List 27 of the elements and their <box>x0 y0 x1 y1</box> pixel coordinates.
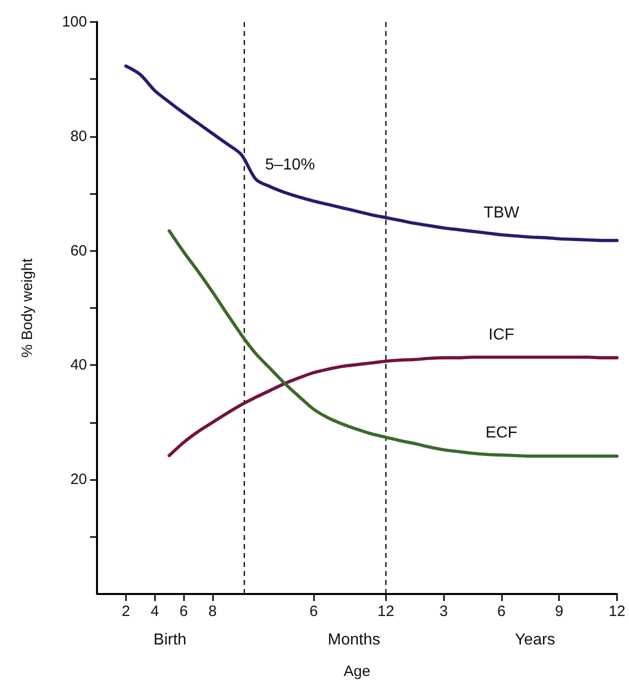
annotation: 5–10% <box>265 156 315 174</box>
line-series <box>124 64 619 242</box>
x-tick-label: 2 <box>122 603 130 620</box>
text: Years <box>514 632 556 648</box>
x-tick-label: 9 <box>555 603 564 620</box>
y-tick-label: 60 <box>70 242 87 260</box>
text: Birth <box>154 632 186 648</box>
series-label: ECF <box>485 424 518 442</box>
x-tick-label: 4 <box>150 603 159 620</box>
series-label: ICF <box>488 326 515 344</box>
y-tick-label: 20 <box>70 471 87 488</box>
y-tick-label: 80 <box>70 128 87 145</box>
x-tick-label: 8 <box>208 603 217 620</box>
x-tick-label: 6 <box>309 603 318 620</box>
y-axis-title: % Body weight <box>19 258 36 358</box>
text: Months <box>328 632 380 648</box>
x-tick-label: 3 <box>439 603 448 620</box>
line-series <box>168 356 619 458</box>
x-axis-title: Age <box>344 663 370 680</box>
line-series <box>168 229 619 458</box>
x-tick-label: 12 <box>378 603 394 620</box>
y-tick-label: 40 <box>70 356 87 374</box>
x-tick-label: 12 <box>608 603 626 620</box>
y-tick-label: 100 <box>62 14 87 30</box>
x-tick-label: 6 <box>497 603 506 620</box>
x-tick-label: 6 <box>179 603 188 620</box>
series-label: TBW <box>484 204 520 222</box>
